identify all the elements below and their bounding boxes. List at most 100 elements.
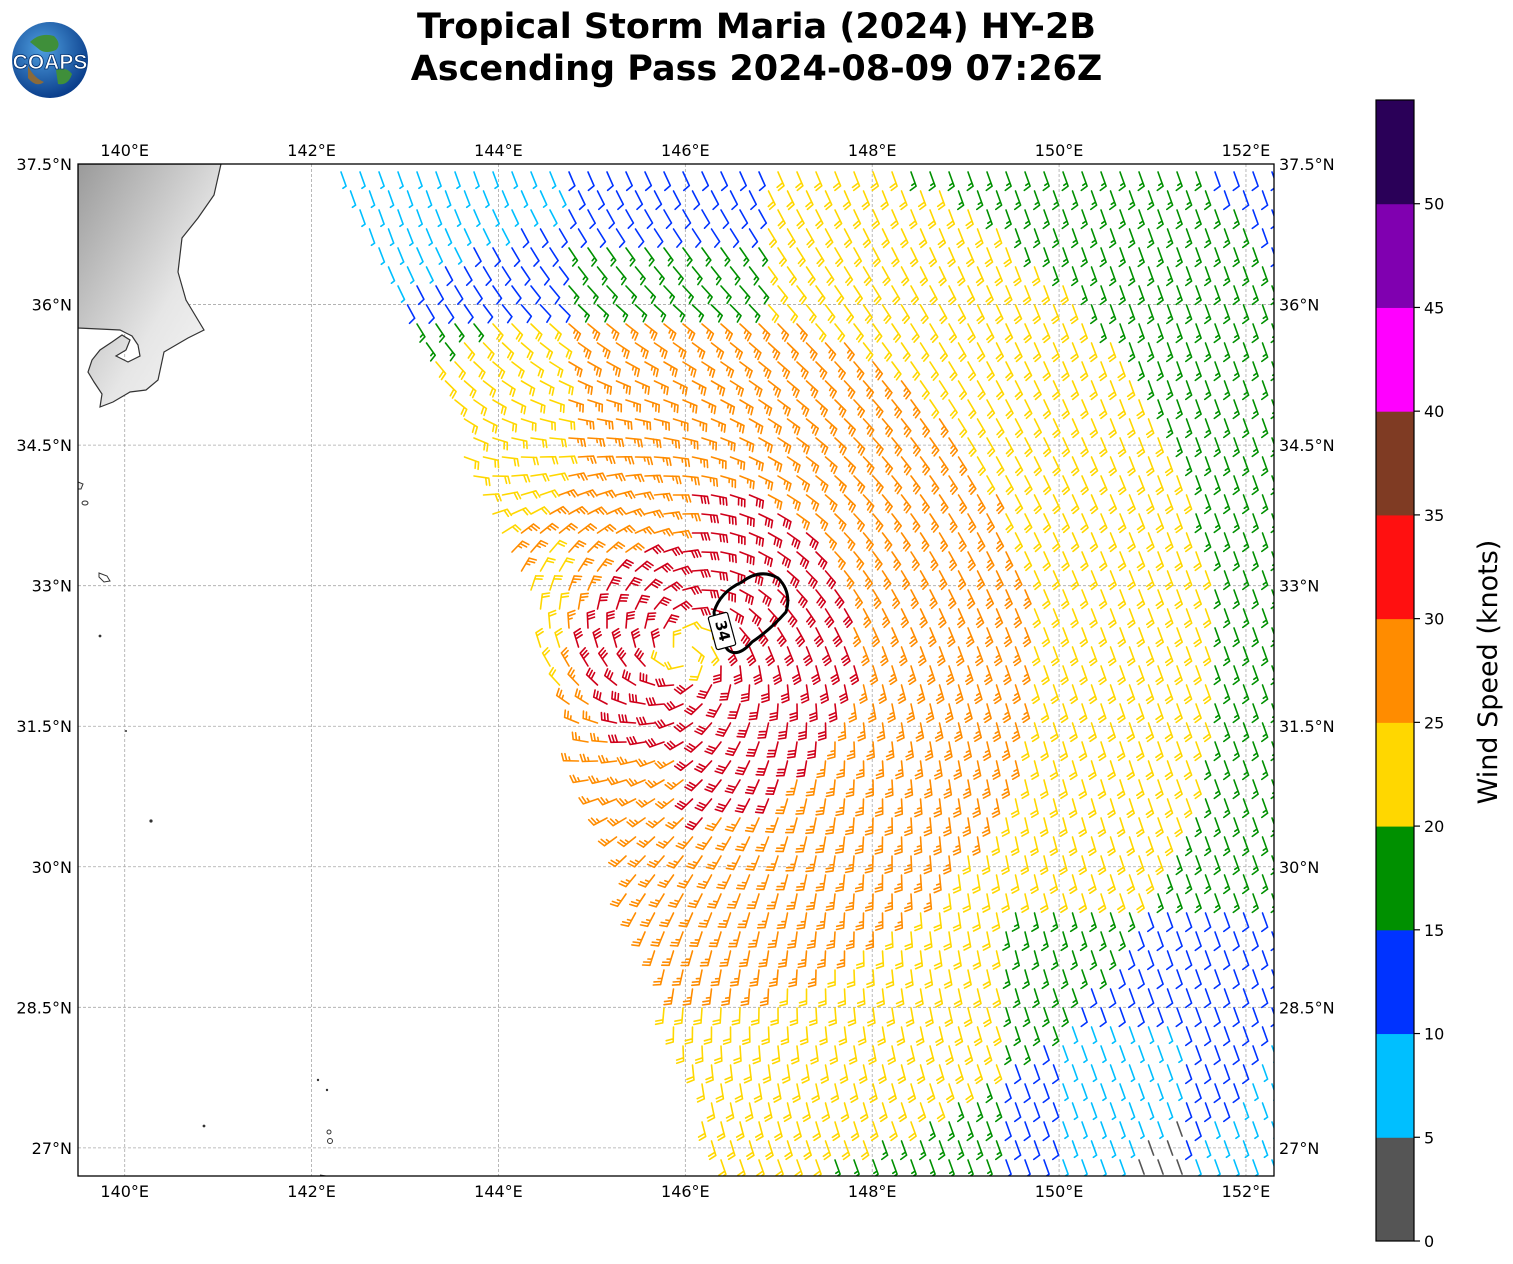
wind-barb — [993, 684, 1002, 705]
wind-barb — [710, 646, 720, 667]
wind-barb — [444, 190, 452, 209]
wind-barb — [994, 266, 1003, 287]
wind-barb — [1070, 608, 1079, 629]
island — [325, 1088, 329, 1092]
wind-barb — [957, 532, 967, 552]
wind-barb — [767, 190, 776, 211]
wind-barb — [767, 494, 783, 510]
wind-barb — [786, 931, 798, 949]
wind-barb — [1090, 988, 1098, 1009]
wind-barb — [802, 1102, 811, 1122]
wind-barb — [1030, 798, 1039, 818]
wind-barb — [986, 551, 995, 572]
wind-barb — [824, 532, 838, 551]
wind-barb — [710, 190, 720, 211]
wind-barb — [555, 687, 570, 705]
wind-barb — [938, 380, 949, 400]
wind-barb — [815, 323, 827, 343]
wind-barb — [1137, 323, 1145, 344]
wind-barb — [856, 950, 865, 969]
wind-barb — [1185, 418, 1193, 439]
colorbar-segment — [1376, 411, 1414, 516]
wind-barb — [655, 836, 675, 849]
wind-barb — [1261, 1064, 1269, 1083]
lon-tick-top: 144°E — [474, 141, 523, 160]
wind-barb — [754, 798, 770, 814]
wind-barb — [1010, 874, 1020, 894]
wind-barb — [822, 646, 832, 667]
wind-barb — [984, 247, 994, 268]
wind-barb — [1052, 228, 1060, 249]
wind-barb — [1020, 855, 1030, 875]
wind-barb — [715, 1083, 725, 1103]
wind-barb — [1097, 817, 1107, 838]
wind-barb — [615, 304, 629, 323]
wind-barb — [805, 608, 816, 628]
wind-barb — [665, 1026, 675, 1045]
wind-barb — [1185, 380, 1193, 401]
wind-barb — [675, 1045, 685, 1065]
wind-barb — [976, 1140, 984, 1161]
wind-barb — [801, 1064, 810, 1084]
wind-barb — [701, 988, 713, 1006]
wind-barb — [1232, 627, 1240, 648]
wind-barb — [1166, 874, 1174, 895]
wind-barb — [1043, 437, 1052, 458]
wind-barb — [796, 551, 810, 570]
wind-barb — [607, 817, 627, 827]
wind-barb — [966, 1121, 974, 1142]
wind-barb — [1251, 703, 1259, 724]
wind-barb — [625, 361, 640, 378]
wind-barb — [1204, 304, 1212, 325]
wind-barb — [568, 506, 589, 515]
wind-barb — [767, 418, 782, 435]
wind-barb — [1042, 247, 1050, 268]
wind-barb — [729, 304, 742, 323]
wind-barb — [1202, 646, 1212, 667]
wind-barb — [724, 779, 741, 794]
wind-barb — [986, 475, 996, 495]
wind-barb — [1232, 779, 1240, 800]
wind-barb — [558, 266, 570, 286]
wind-barb — [687, 893, 703, 909]
wind-barb — [1193, 779, 1202, 800]
wind-barb — [853, 475, 866, 494]
wind-barb — [1251, 931, 1259, 952]
wind-barb — [742, 1026, 751, 1045]
wind-barb — [691, 304, 705, 323]
wind-barb — [871, 209, 880, 230]
wind-barb — [1155, 855, 1164, 876]
wind-barb — [1042, 209, 1050, 230]
wind-barb — [805, 817, 817, 835]
wind-barb — [1089, 342, 1098, 363]
wind-barb — [691, 190, 701, 211]
wind-barb — [511, 323, 524, 342]
wind-barb — [739, 399, 754, 416]
wind-barb — [416, 209, 423, 228]
wind-barb — [682, 399, 698, 414]
wind-barb — [577, 228, 588, 248]
wind-barb — [639, 912, 656, 928]
wind-barb — [796, 513, 810, 531]
wind-barb — [1088, 684, 1098, 705]
wind-barb — [606, 610, 615, 629]
wind-barb — [854, 874, 865, 893]
wind-barb — [696, 1083, 706, 1103]
wind-barb — [1242, 1064, 1250, 1085]
wind-barb — [1232, 323, 1240, 344]
wind-barb — [777, 399, 791, 417]
wind-barb — [1127, 418, 1136, 439]
wind-barb — [1021, 741, 1030, 761]
wind-barb — [900, 494, 912, 514]
wind-barb — [634, 342, 649, 359]
wind-barb — [1185, 1064, 1193, 1085]
wind-barb — [862, 304, 873, 324]
wind-barb — [1232, 1007, 1240, 1028]
wind-barb — [965, 665, 974, 686]
wind-barb — [1049, 760, 1059, 781]
wind-barb — [1213, 361, 1221, 382]
wind-barb — [672, 494, 692, 503]
wind-barb — [1061, 589, 1070, 610]
wind-barb — [986, 399, 996, 419]
wind-barb — [1213, 1007, 1221, 1028]
